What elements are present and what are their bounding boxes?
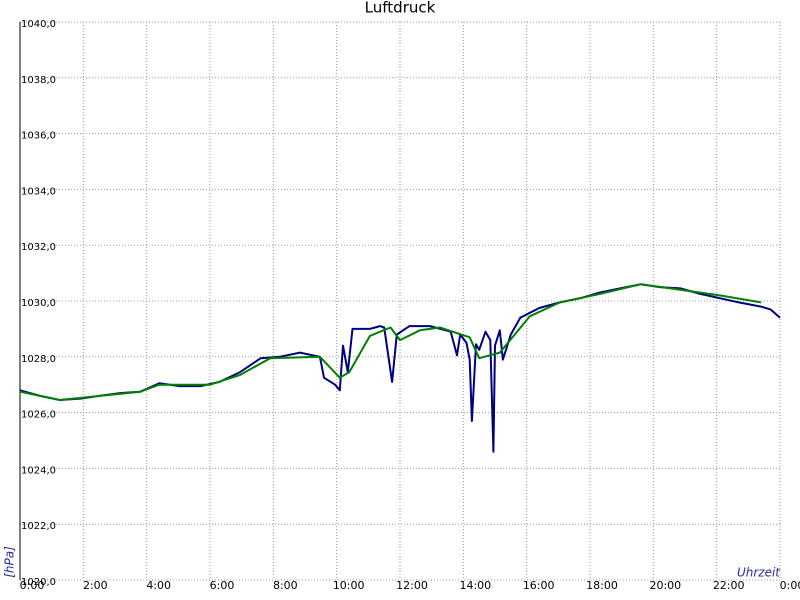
x-tick-label: 0:00 bbox=[20, 579, 45, 592]
x-tick-label: 20:00 bbox=[649, 579, 681, 592]
x-axis-label: Uhrzeit bbox=[737, 566, 781, 580]
x-tick-label: 10:00 bbox=[333, 579, 365, 592]
x-tick-label: 22:00 bbox=[713, 579, 745, 592]
x-tick-label: 2:00 bbox=[83, 579, 108, 592]
y-tick-label: 1028,0 bbox=[21, 354, 56, 365]
x-tick-label: 12:00 bbox=[396, 579, 428, 592]
x-tick-label: 14:00 bbox=[459, 579, 491, 592]
y-tick-label: 1036,0 bbox=[21, 131, 56, 142]
x-tick-label: 16:00 bbox=[523, 579, 555, 592]
y-tick-label: 1030,0 bbox=[21, 298, 56, 309]
x-tick-label: 18:00 bbox=[586, 579, 618, 592]
y-tick-label: 1020,0 bbox=[21, 577, 56, 588]
y-tick-label: 1040,0 bbox=[21, 19, 56, 30]
x-tick-label: 6:00 bbox=[210, 579, 235, 592]
x-tick-label: 8:00 bbox=[273, 579, 298, 592]
chart-title: Luftdruck bbox=[365, 0, 436, 17]
y-tick-label: 1034,0 bbox=[21, 186, 56, 197]
data-line bbox=[19, 283, 762, 401]
x-tick-label: 0:00 bbox=[780, 579, 800, 592]
y-tick-label: 1032,0 bbox=[21, 242, 56, 253]
y-tick-label: 1022,0 bbox=[21, 521, 56, 532]
y-tick-label: 1038,0 bbox=[21, 75, 56, 86]
y-tick-label: 1026,0 bbox=[21, 410, 56, 421]
y-tick-label: 1024,0 bbox=[21, 465, 56, 476]
y-axis-label: [hPa] bbox=[3, 546, 17, 578]
x-tick-label: 4:00 bbox=[146, 579, 171, 592]
